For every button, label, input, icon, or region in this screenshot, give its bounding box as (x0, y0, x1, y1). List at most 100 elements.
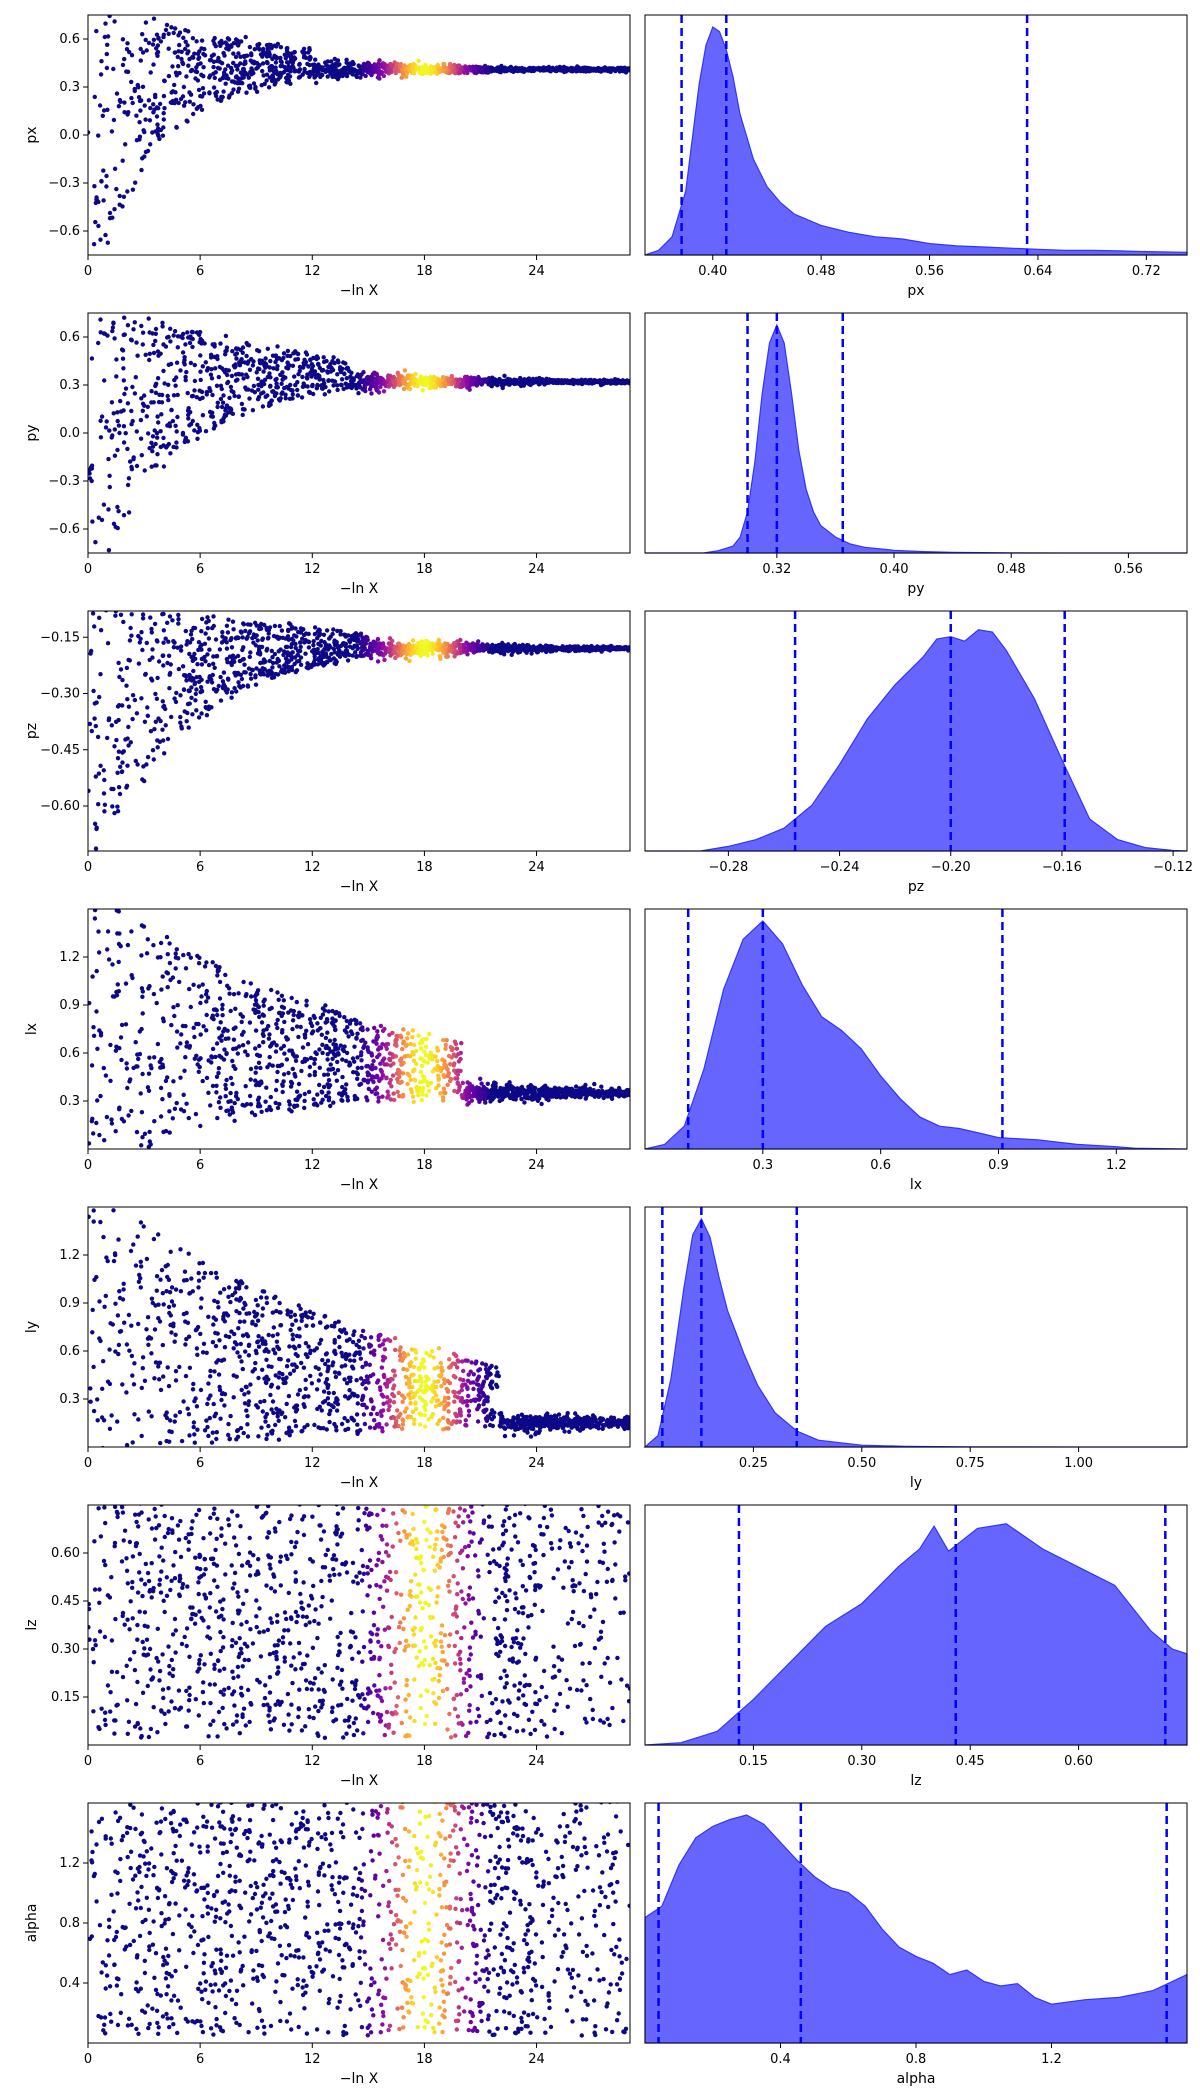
scatter-point (307, 46, 312, 51)
scatter-point (389, 62, 394, 67)
scatter-point (188, 360, 194, 366)
scatter-point (312, 657, 318, 662)
scatter-point (210, 672, 215, 678)
scatter-point (116, 785, 122, 790)
scatter-point (118, 409, 124, 414)
y-tick-label: −0.60 (40, 799, 80, 814)
scatter-point (411, 375, 416, 380)
scatter-point (303, 651, 308, 656)
scatter-point (194, 106, 199, 112)
scatter-point (163, 636, 168, 641)
scatter-point (196, 715, 202, 720)
scatter-point (442, 645, 447, 651)
scatter-point (279, 993, 285, 998)
scatter-point (170, 64, 175, 69)
scatter-point (120, 37, 126, 42)
scatter-point (90, 611, 96, 616)
x-tick-label: 0 (84, 562, 92, 577)
scatter-point (172, 329, 178, 334)
scatter-point (339, 383, 344, 388)
scatter-point (228, 637, 233, 643)
scatter-point (378, 64, 383, 69)
scatter-point (226, 76, 231, 81)
scatter-point (140, 408, 145, 413)
scatter-point (105, 641, 111, 646)
scatter-point (218, 341, 223, 346)
scatter-point (194, 39, 199, 44)
scatter-point (225, 380, 230, 386)
scatter-point (103, 425, 109, 430)
scatter-point (360, 387, 366, 392)
scatter-point (259, 1109, 264, 1115)
scatter-point (129, 464, 134, 470)
scatter-point (388, 653, 393, 658)
scatter-point (375, 637, 381, 642)
scatter-point (214, 689, 219, 694)
scatter-point (387, 647, 392, 652)
scatter-point (148, 105, 153, 111)
density-panel-frame (644, 14, 1188, 256)
scatter-point (260, 637, 265, 642)
scatter-point (515, 649, 520, 654)
scatter-point (161, 93, 167, 99)
scatter-point (303, 637, 308, 643)
scatter-point (463, 64, 468, 69)
scatter-point (404, 652, 410, 657)
scatter-point (198, 353, 203, 358)
scatter-point (200, 86, 206, 91)
scatter-point (229, 690, 235, 695)
scatter-point (121, 440, 127, 445)
scatter-point (196, 87, 202, 93)
scatter-point (603, 68, 608, 73)
scatter-point (168, 670, 173, 676)
scatter-point (171, 333, 176, 338)
scatter-point (251, 81, 257, 86)
scatter-point (272, 82, 277, 87)
scatter-point (309, 366, 315, 372)
scatter-point (139, 453, 144, 458)
scatter-point (171, 30, 176, 36)
scatter-point (235, 653, 241, 659)
scatter-point (111, 117, 117, 123)
scatter-point (199, 647, 204, 652)
scatter-point (230, 1110, 236, 1115)
scatter-point (274, 1021, 279, 1027)
scatter-point (102, 1138, 107, 1143)
scatter-point (177, 42, 182, 48)
scatter-point (443, 1046, 448, 1051)
scatter-points (88, 315, 630, 553)
scatter-point (111, 786, 116, 792)
scatter-point (156, 716, 161, 721)
scatter-point (292, 633, 297, 638)
scatter-point (102, 777, 107, 783)
scatter-point (115, 525, 120, 531)
scatter-point (162, 381, 167, 386)
scatter-point (451, 650, 457, 655)
scatter-point (121, 513, 127, 518)
scatter-point (165, 393, 170, 399)
scatter-point (302, 66, 307, 72)
scatter-point (319, 386, 325, 391)
scatter-point (96, 950, 102, 955)
scatter-point (344, 376, 349, 381)
scatter-point (93, 219, 98, 225)
scatter-point (315, 647, 320, 652)
scatter-point (490, 650, 495, 655)
scatter-point (355, 645, 360, 651)
scatter-point (97, 615, 102, 620)
scatter-point (157, 392, 162, 397)
scatter-point (595, 646, 600, 651)
scatter-point (254, 60, 259, 66)
scatter-point (354, 68, 359, 74)
x-axis-label: −ln X (340, 581, 379, 597)
scatter-point (256, 46, 261, 51)
scatter-point (211, 52, 216, 57)
scatter-point (224, 646, 230, 651)
scatter-point (285, 348, 291, 354)
scatter-point (178, 720, 183, 725)
scatter-point (598, 647, 603, 652)
scatter-point (331, 62, 336, 68)
scatter-point (199, 107, 205, 113)
scatter-point (388, 382, 393, 388)
scatter-point (273, 1100, 278, 1106)
